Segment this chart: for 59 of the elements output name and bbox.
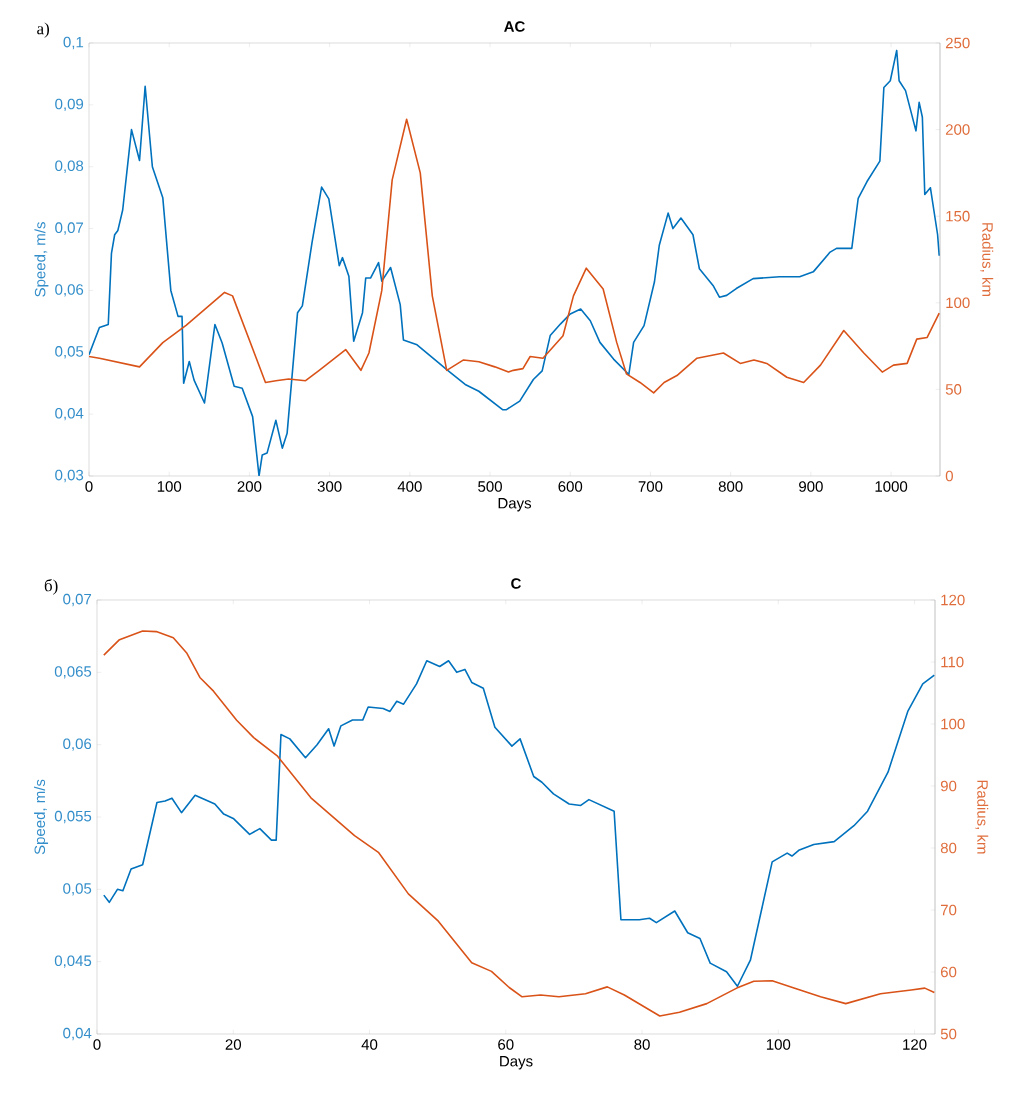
x-tick-label: 1000 — [875, 481, 908, 492]
x-axis-title: Days — [500, 1056, 533, 1070]
y2-tick-label: 100 — [941, 718, 965, 730]
y-axis-title: Speed, m/s — [34, 222, 49, 297]
x-tick-label: 200 — [237, 481, 262, 492]
y2-axis-title: Radius, km — [980, 223, 994, 296]
y2-tick-label: 100 — [946, 297, 970, 309]
y2-tick-label: 60 — [940, 966, 957, 978]
line-series — [89, 49, 941, 476]
y2-tick-label: 250 — [945, 37, 970, 49]
y-tick-label: 0,065 — [54, 666, 92, 679]
y2-tick-label: 0 — [945, 470, 953, 482]
x-tick-label: 120 — [903, 1039, 927, 1050]
y2-tick-label: 90 — [940, 780, 957, 792]
x-tick-label: 500 — [478, 481, 502, 492]
y-tick-label: 0,06 — [63, 738, 92, 751]
y2-tick-label: 50 — [945, 384, 962, 395]
y-tick-label: 0,07 — [63, 593, 92, 607]
x-tick-label: 0 — [93, 1039, 101, 1050]
y2-tick-label: 70 — [940, 904, 957, 916]
y-tick-label: 0,04 — [63, 1027, 92, 1041]
y2-tick-label: 120 — [941, 594, 965, 606]
y-tick-label: 0,04 — [55, 407, 84, 421]
chart-title: C — [511, 578, 522, 589]
y-tick-label: 0,03 — [55, 469, 84, 483]
x-tick-label: 80 — [634, 1039, 650, 1050]
x-tick-label: 300 — [317, 481, 342, 492]
x-axis-title: Days — [498, 498, 532, 512]
text: a) — [37, 22, 50, 38]
y-tick-label: 0,07 — [55, 222, 84, 235]
y2-tick-label: 150 — [946, 210, 970, 222]
x-tick-label: 800 — [718, 481, 743, 492]
x-tick-label: 0 — [85, 481, 93, 492]
y-tick-label: 0,09 — [55, 98, 84, 112]
y-tick-label: 0,05 — [55, 346, 84, 359]
y2-tick-label: 110 — [941, 656, 964, 668]
x-tick-label: 60 — [498, 1039, 514, 1050]
x-tick-label: 20 — [225, 1039, 242, 1050]
text: б) — [44, 579, 58, 595]
chart-title: AC — [504, 21, 525, 32]
y-tick-label: 0,045 — [54, 955, 92, 968]
x-tick-label: 100 — [157, 481, 182, 492]
y-tick-label: 0,1 — [63, 36, 84, 50]
y2-tick-label: 80 — [940, 842, 957, 854]
x-tick-label: 100 — [766, 1039, 791, 1050]
y-tick-label: 0,05 — [63, 883, 92, 896]
x-tick-label: 900 — [799, 481, 823, 492]
y2-tick-label: 200 — [945, 124, 970, 135]
y-tick-label: 0,06 — [55, 284, 84, 297]
x-tick-label: 600 — [558, 481, 583, 492]
x-tick-label: 700 — [638, 481, 663, 492]
y-tick-label: 0,055 — [54, 810, 92, 824]
y-axis-title: Speed, m/s — [34, 779, 49, 855]
x-tick-label: 400 — [397, 481, 422, 492]
x-tick-label: 40 — [361, 1039, 378, 1050]
line-series — [89, 118, 941, 394]
y2-tick-label: 50 — [940, 1028, 957, 1040]
y-tick-label: 0,08 — [55, 160, 84, 173]
y2-axis-title: Radius, km — [975, 780, 989, 854]
